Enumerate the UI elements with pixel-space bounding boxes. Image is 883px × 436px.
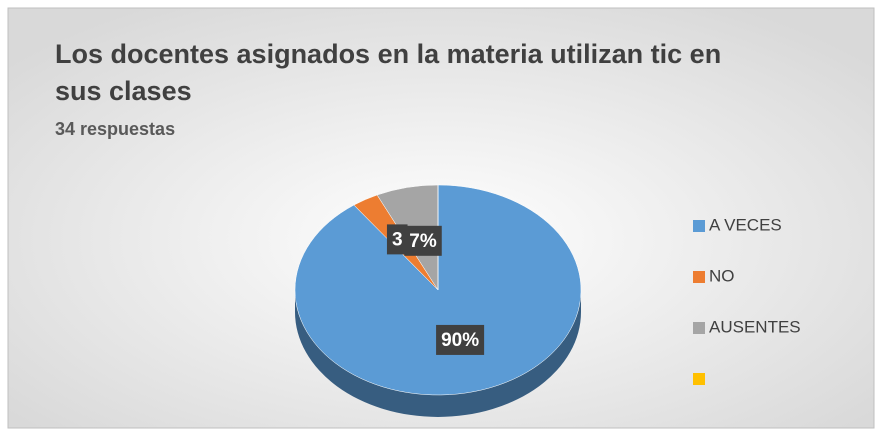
chart-title: Los docentes asignados en la materia uti… bbox=[55, 39, 721, 69]
data-label: 7% bbox=[409, 231, 437, 252]
data-label-box bbox=[404, 225, 442, 256]
data-label-box bbox=[386, 224, 408, 255]
pie-side bbox=[295, 290, 581, 417]
chart-title: sus clases bbox=[55, 76, 192, 106]
legend-label: NO bbox=[709, 266, 735, 285]
legend-swatch bbox=[693, 322, 705, 334]
legend-label: AUSENTES bbox=[709, 317, 801, 336]
chart-subtitle: 34 respuestas bbox=[55, 119, 175, 139]
data-label: 3 bbox=[392, 229, 403, 250]
data-label: 90% bbox=[441, 330, 479, 351]
legend-swatch bbox=[693, 271, 705, 283]
legend-label: A VECES bbox=[709, 215, 782, 234]
legend-swatch bbox=[693, 373, 705, 385]
legend-swatch bbox=[693, 220, 705, 232]
data-label-box bbox=[436, 324, 485, 355]
